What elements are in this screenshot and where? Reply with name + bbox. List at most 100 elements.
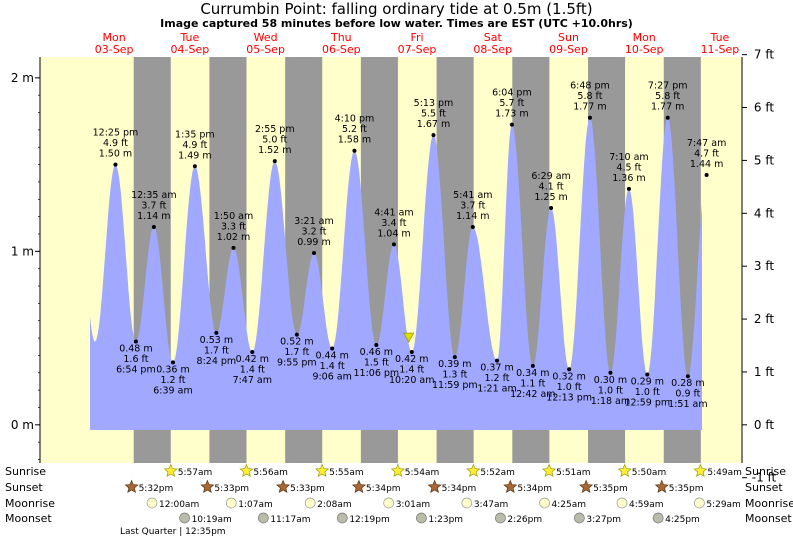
tide-label: 11:59 pm [432,380,478,391]
tide-label: 1.02 m [217,232,250,243]
sunset-icon [200,479,215,494]
tide-label: 12:42 am [510,389,555,400]
tide-label: 7:47 am [687,138,726,149]
moonset-icon [336,512,348,524]
tide-label: 3.3 ft [221,221,246,232]
day-name-label: Thu [330,31,352,44]
tide-label: 1.50 m [99,149,132,160]
tide-point [685,374,690,379]
tide-label: 1.2 ft [484,373,509,384]
moonset-icon [495,512,506,524]
tide-label: 6:39 am [153,385,192,396]
day-date-label: 06-Sep [322,43,361,56]
tide-label: 0.53 m [200,335,233,346]
tide-label: 4:41 am [374,207,413,218]
tide-label: 1.52 m [258,145,291,156]
day-name-label: Mon [633,31,656,44]
day-date-label: 10-Sep [625,43,664,56]
tide-point [665,115,670,120]
astro-row-label-left: Moonrise [5,497,55,510]
tide-label: 1.7 ft [204,345,229,356]
right-tick-label: 2 ft [754,312,774,326]
tide-label: 1.0 ft [598,385,623,396]
day-name-label: Sun [558,31,579,44]
tide-point [567,367,572,372]
tide-label: 1.04 m [377,228,410,239]
sunset-icon [124,479,139,494]
sunrise-icon [542,463,557,478]
moonrise-time: 3:01am [396,500,431,510]
day-name-label: Fri [410,31,423,44]
tide-label: 1:50 am [214,211,253,222]
tide-label: 1.4 ft [320,361,345,372]
sunset-icon [654,479,669,494]
tide-label: 1.7 ft [284,347,309,358]
moonrise-time: 2:08am [317,500,352,510]
tide-point [312,251,317,256]
astro-row-label-left: Moonset [5,512,52,525]
sunset-time: 5:35pm [669,484,704,494]
moonrise-icon [304,497,316,509]
moonset-time: 3:27pm [586,515,621,525]
tide-label: 0.28 m [671,378,704,389]
sunrise-icon [390,463,405,478]
moonset-icon [652,512,664,524]
moonrise-time: 12:00am [159,500,199,510]
day-labels: Mon03-SepTue04-SepWed05-SepThu06-SepFri0… [95,31,739,56]
sunrise-icon [239,463,254,478]
tide-point [626,186,631,191]
moonrise-icon [146,497,158,509]
tide-label: 12:13 pm [546,392,592,403]
right-tick-label: -1 ft [752,471,777,485]
moonset-time: 11:17am [270,515,310,525]
tide-label: 1.77 m [573,102,606,113]
tide-label: 1.0 ft [557,382,582,393]
sunrise-time: 5:51am [556,468,591,478]
sunrise-icon [617,463,632,478]
moonrise-time: 5:29am [706,500,741,510]
moonset-icon [416,512,427,524]
day-name-label: Wed [254,31,278,44]
tide-label: 1.44 m [690,159,723,170]
tide-label: 1.4 ft [240,364,265,375]
tide-label: 0.99 m [297,237,330,248]
plot-area [40,57,742,463]
tide-label: 0.42 m [236,354,269,365]
tide-label: 5.0 ft [262,135,287,146]
right-tick-label: 3 ft [754,259,774,273]
moonrise-time: 1:07am [238,500,273,510]
right-tick-label: 5 ft [754,153,774,167]
moonset-time: 12:19pm [349,515,389,525]
tide-label: 1.14 m [137,211,170,222]
tide-label: 1.36 m [612,173,645,184]
tide-label: 0.9 ft [675,389,700,400]
tide-label: 6:54 pm [116,365,156,376]
moonrise-icon [616,497,628,509]
tide-label: 6:48 pm [570,81,610,92]
sunrise-time: 5:49am [707,468,742,478]
moonrise-time: 3:47am [474,500,509,510]
moonrise-icon [539,497,550,509]
tide-label: 3.7 ft [460,201,485,212]
tide-label: 3.2 ft [302,227,327,238]
tide-label: 12:35 am [131,190,176,201]
tide-label: 0.48 m [119,344,152,355]
tide-label: 5.2 ft [342,124,367,135]
tide-label: 0.52 m [280,337,313,348]
tide-point [391,242,396,247]
tide-point [530,363,535,368]
tide-label: 2:55 pm [255,124,295,135]
tide-label: 0.36 m [156,364,189,375]
astro-row-label-left: Sunset [5,481,43,494]
sunrise-icon [693,463,708,478]
tide-label: 1.1 ft [520,378,545,389]
astro-row-label-right: Sunrise [745,465,786,478]
sunset-time: 5:34pm [442,484,477,494]
moonset-icon [179,512,190,524]
tide-label: 7:47 am [233,375,272,386]
left-tick-label: 2 m [11,71,34,85]
astro-row-label-left: Sunrise [5,465,46,478]
sunset-time: 5:32pm [139,484,174,494]
moonrise-icon [693,497,705,509]
